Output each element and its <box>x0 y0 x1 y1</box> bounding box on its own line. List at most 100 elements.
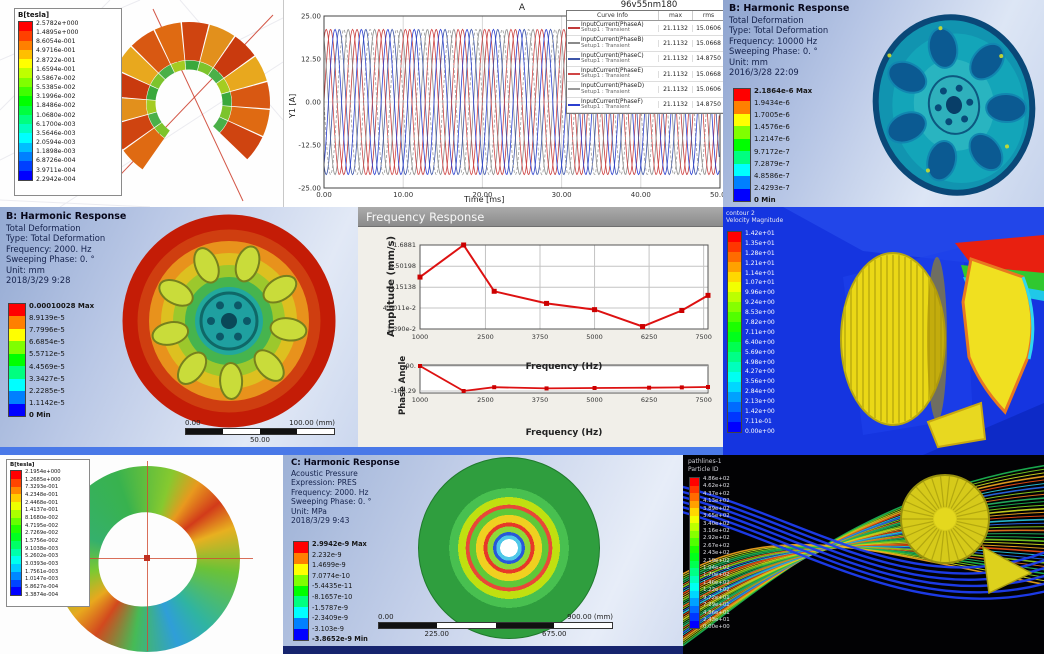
legend-value: 7.29e+01 <box>703 602 730 609</box>
svg-text:20.00: 20.00 <box>472 191 492 199</box>
legend-value: 4.86e+02 <box>703 476 730 482</box>
legend-value: 1.4576e-6 <box>754 123 790 132</box>
window-title: Frequency Response <box>366 210 485 224</box>
svg-text:12.50: 12.50 <box>301 56 321 64</box>
legend-value: 1.21e+01 <box>745 259 775 267</box>
legend-color-bar <box>689 477 700 629</box>
current-waveform <box>323 28 720 176</box>
legend-value: 5.69e+00 <box>745 348 775 356</box>
scale-max: 100.00 (mm) <box>289 419 335 427</box>
curve-table-row: InputCurrent(PhaseF) Setup1 : Transient 21… <box>567 98 724 113</box>
scale-min: 0.00 <box>378 613 394 621</box>
legend-value: 7.11e+00 <box>745 328 775 336</box>
currents-x-axis-label: Time [ms] <box>464 195 505 204</box>
svg-text:7500: 7500 <box>695 333 712 341</box>
result-info-block: B: Harmonic Response Total Deformation Ty… <box>6 211 126 286</box>
svg-text:1000: 1000 <box>412 333 429 341</box>
legend-value: 1.70e+02 <box>703 572 730 579</box>
svg-text:4.6011e-2: 4.6011e-2 <box>383 304 416 312</box>
legend-value: 0 Min <box>29 410 51 419</box>
amplitude-axis-label: Amplitude (mm/s) <box>386 235 397 337</box>
legend-value: 3.56e+00 <box>745 378 775 386</box>
info-line: Expression: PRES <box>291 478 357 488</box>
legend-value: 2.232e-9 <box>312 550 342 559</box>
frequency-response-window: Frequency Response 1.6881 0.50198 0.15138 4… <box>358 207 723 455</box>
frequency-response-plots: 1.68810.501980.151384.6011e-21.390e-2100… <box>383 241 712 404</box>
legend-scale: 2.5782e+000 1.4895e+000 8.6054e-001 4.9716e… <box>18 20 118 183</box>
svg-text:3750: 3750 <box>532 396 549 404</box>
legend-name: contour 2 <box>726 210 755 217</box>
particle-legend: 4.86e+02 4.62e+02 4.37e+02 4.13e+02 3.89e+02… <box>689 476 730 631</box>
legend-value: 2.43e+02 <box>703 550 730 557</box>
legend-values: 1.42e+01 1.35e+01 1.28e+01 1.21e+01 1.14e+01… <box>745 231 775 435</box>
info-line: 2016/3/28 22:09 <box>729 67 799 78</box>
window-edge-strip <box>0 447 723 455</box>
legend-value: 1.5756e-002 <box>25 538 59 545</box>
legend-value: 5.2602e-003 <box>25 553 59 560</box>
svg-text:40.00: 40.00 <box>631 191 651 199</box>
legend-value: 6.8726e-004 <box>36 157 76 165</box>
panel-harmonic-response-left: B: Harmonic Response Total Deformation Ty… <box>0 207 358 455</box>
svg-text:0.00: 0.00 <box>316 191 332 199</box>
panel-maxwell-rotor: B[tesla] 2.1954e+000 1.2685e+000 7.3293e-0… <box>0 455 283 654</box>
window-titlebar[interactable]: Frequency Response <box>358 207 723 227</box>
panel-transient-currents: 25.00 12.50 0.00 -12.50 -25.00 0.00 10.00 20.00… <box>283 0 724 207</box>
legend-value: 1.07e+01 <box>745 279 775 287</box>
svg-text:0.50198: 0.50198 <box>389 262 416 270</box>
legend-color-bar <box>10 470 22 596</box>
scale-q3: 675.00 <box>542 630 567 638</box>
legend-value: 1.1898e-003 <box>36 148 76 156</box>
frequency-axis-label-phase: Frequency (Hz) <box>525 428 603 438</box>
currents-y-axis-label: Y1 [A] <box>288 93 297 118</box>
result-title: C: Harmonic Response <box>291 458 400 468</box>
result-details: Acoustic Pressure Expression: PRES Frequen… <box>291 469 400 526</box>
legend-color-bar <box>8 303 26 417</box>
legend-value: 4.13e+02 <box>703 498 730 505</box>
result-info-block: C: Harmonic Response Acoustic Pressure Ex… <box>291 458 400 526</box>
legend-values: 0.00010028 Max 8.9139e-5 7.7996e-5 6.6854e-… <box>29 303 94 419</box>
scale-min: 0.00 <box>185 419 201 427</box>
legend-value: 7.0774e-10 <box>312 571 350 580</box>
legend-value: 9.72e+01 <box>703 594 730 601</box>
legend-value: 2.9942e-9 Max <box>312 540 367 548</box>
scale-q1: 225.00 <box>424 630 450 638</box>
curve-table-row: InputCurrent(PhaseE) Setup1 : Transient 21… <box>567 67 724 83</box>
stator-field-plot <box>102 8 274 202</box>
legend-value: 5.5712e-5 <box>29 350 65 359</box>
legend-value: 1.6594e-001 <box>36 65 76 73</box>
result-details: Total Deformation Type: Total Deformation… <box>6 223 126 286</box>
info-line: 2018/3/29 9:43 <box>291 516 350 526</box>
legend-value: -5.4435e-11 <box>312 582 353 591</box>
legend-value: 2.7269e-002 <box>25 530 59 537</box>
curve-info-table: Curve Info max rms InputCurrent(PhaseA) Setu… <box>566 10 724 114</box>
legend-value: 5.8627e-004 <box>25 584 59 591</box>
info-line: Sweeping Phase: 0. ° <box>291 497 372 507</box>
legend-value: 1.46e+02 <box>703 579 730 586</box>
result-info-block: B: Harmonic Response Total Deformation Ty… <box>729 3 849 78</box>
svg-text:3750: 3750 <box>532 333 549 341</box>
frequency-axis-label-amp: Frequency (Hz) <box>525 362 603 372</box>
legend-value: 9.96e+00 <box>745 289 775 297</box>
svg-text:7500: 7500 <box>695 396 712 404</box>
info-line: Total Deformation <box>6 222 81 233</box>
curve-line-sample <box>568 103 580 106</box>
velocity-contour-plot <box>783 207 1044 455</box>
legend-name: pathlines-1 <box>688 458 722 465</box>
svg-text:6250: 6250 <box>641 333 658 341</box>
legend-value: 0 Min <box>754 195 776 204</box>
scale-ruler: 0.00 900.00 (mm) 225.00 675.00 <box>378 613 613 638</box>
legend-value: 4.9716e-001 <box>36 47 76 55</box>
legend-value: 1.2147e-6 <box>754 135 790 144</box>
panel-acoustic-pressure: C: Harmonic Response Acoustic Pressure Ex… <box>283 455 683 654</box>
legend-value: 1.94e+02 <box>703 565 730 572</box>
legend-value: 2.84e+00 <box>745 388 775 396</box>
wheel-deformation-plot <box>122 214 336 428</box>
pathlines-legend-header: pathlines-1 Particle ID <box>688 458 722 473</box>
svg-text:1.6881: 1.6881 <box>393 241 416 249</box>
legend-value: 1.7005e-6 <box>754 111 790 120</box>
svg-text:5000: 5000 <box>586 396 603 404</box>
legend-value: 9.24e+00 <box>745 299 775 307</box>
pressure-legend: 2.9942e-9 Max 2.232e-9 1.4699e-9 7.0774e-10… <box>293 541 368 643</box>
legend-value: 5.5385e-002 <box>36 84 76 92</box>
scale-bar <box>185 428 335 435</box>
